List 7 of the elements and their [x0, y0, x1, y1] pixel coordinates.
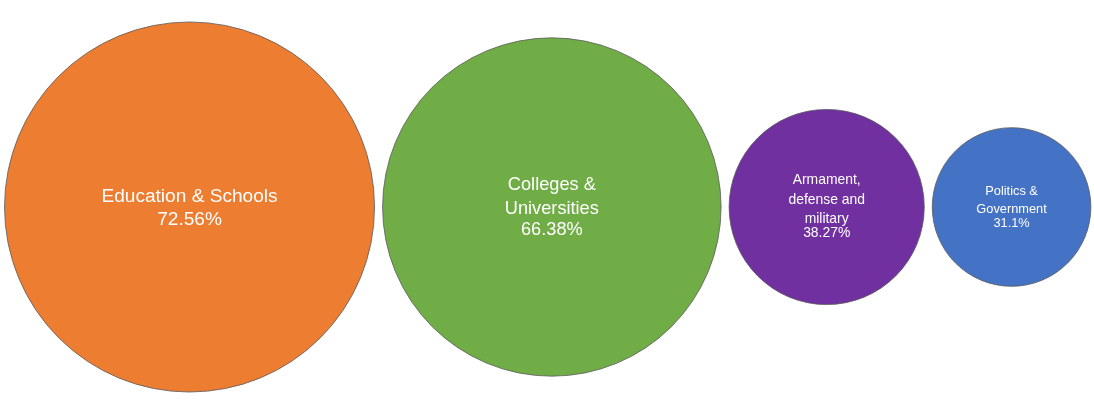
data-label: 72.56%	[157, 207, 222, 229]
data-label: 66.38%	[520, 218, 583, 239]
category-label: Colleges & Universities	[504, 174, 599, 219]
data-label: 31.1%	[993, 214, 1030, 230]
category-label: Education & Schools	[101, 185, 278, 207]
category-label: Politics & Government	[976, 182, 1048, 216]
category-label: Armament, defense and military	[788, 171, 865, 226]
